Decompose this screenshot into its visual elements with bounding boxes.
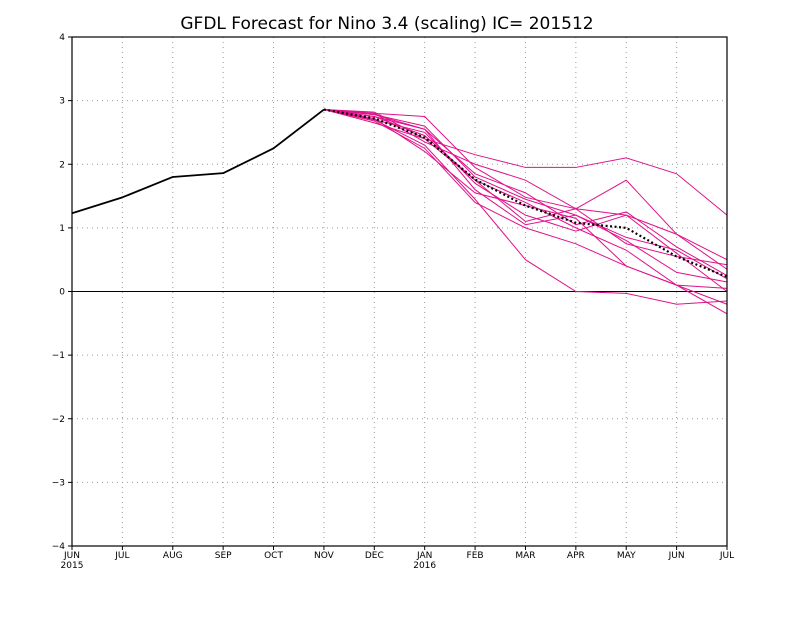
x-tick-label: SEP xyxy=(215,551,232,561)
observed-line xyxy=(71,108,325,215)
x-year-label: 2015 xyxy=(61,561,84,571)
x-tick-label: DEC xyxy=(365,551,384,561)
x-tick-label: MAY xyxy=(617,551,636,561)
x-tick-label: JAN xyxy=(416,551,432,561)
y-tick-label: −1 xyxy=(52,351,65,361)
x-tick-label: NOV xyxy=(314,551,335,561)
grid xyxy=(72,37,727,546)
y-tick-label: 3 xyxy=(59,97,65,107)
x-tick-label: MAR xyxy=(515,551,535,561)
series-layer xyxy=(71,108,728,315)
y-tick-label: 0 xyxy=(59,288,65,298)
ensemble-member-line xyxy=(323,109,728,305)
x-tick-label: JUN xyxy=(63,551,80,561)
ensemble-member-line xyxy=(323,109,728,315)
axes: −4 −3 −2 −1 0 1 2 3 4 JUN JUL AUG SEP OCT NOV DEC JAN FEB… xyxy=(52,33,734,571)
ensemble-member-line xyxy=(323,109,728,216)
ensemble-member-line xyxy=(323,109,728,266)
ensemble-member-line xyxy=(323,109,728,289)
ensemble-member-line xyxy=(323,109,728,261)
x-tick-label: FEB xyxy=(467,551,484,561)
ensemble-member-line xyxy=(323,109,728,277)
ensemble-member-line xyxy=(323,109,728,305)
x-tick-label: JUL xyxy=(719,551,734,561)
y-tick-label: 2 xyxy=(59,160,65,170)
y-tick-label: −4 xyxy=(52,542,66,552)
x-year-label: 2016 xyxy=(413,561,436,571)
x-tick-label: JUN xyxy=(668,551,685,561)
y-tick-label: 1 xyxy=(59,224,65,234)
x-tick-label: AUG xyxy=(163,551,183,561)
ensemble-member-line xyxy=(323,109,728,280)
x-tick-label: JUL xyxy=(114,551,129,561)
y-tick-label: −3 xyxy=(52,478,65,488)
y-tick-label: 4 xyxy=(59,33,65,43)
ensemble-mean-line xyxy=(323,108,728,278)
x-tick-label: APR xyxy=(567,551,585,561)
y-tick-label: −2 xyxy=(52,415,65,425)
x-tick-label: OCT xyxy=(264,551,283,561)
ensemble-member-line xyxy=(323,109,728,283)
chart-title: GFDL Forecast for Nino 3.4 (scaling) IC=… xyxy=(180,14,593,34)
ensemble-member-line xyxy=(323,109,728,292)
